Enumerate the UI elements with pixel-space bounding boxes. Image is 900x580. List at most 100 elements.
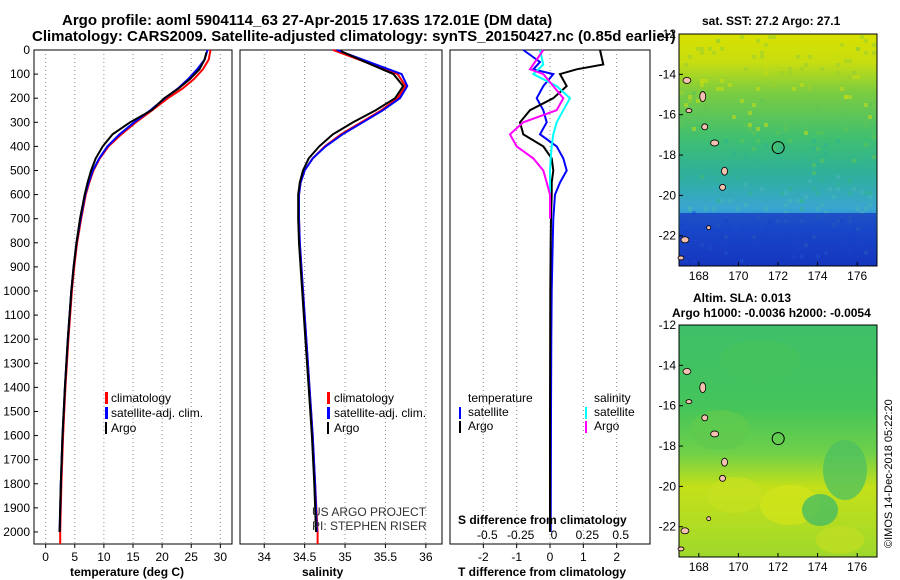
sst-map-title: sat. SST: 27.2 Argo: 27.1 — [702, 14, 841, 28]
sst-pixel — [800, 207, 804, 211]
series-line-argo — [58, 52, 208, 533]
sst-pixel — [852, 187, 856, 191]
legend-title-salinity: salinity — [594, 391, 631, 405]
depth-tick-label: 1900 — [3, 501, 30, 515]
island — [680, 236, 690, 244]
sst-pixel — [848, 59, 852, 63]
sst-pixel — [828, 115, 832, 119]
sst-pixel — [804, 63, 808, 67]
map-y-tick-label: -16 — [659, 108, 677, 122]
depth-tick-label: 0 — [23, 43, 30, 57]
sla-anomaly-blob — [816, 526, 864, 554]
sst-pixel — [800, 199, 804, 203]
sst-pixel — [840, 43, 844, 47]
sst-pixel — [788, 139, 792, 143]
sst-pixel — [756, 39, 760, 43]
x-tick-label: 35.5 — [374, 550, 398, 564]
sst-pixel — [760, 187, 764, 191]
sst-pixel — [836, 183, 840, 187]
sst-pixel — [696, 47, 700, 51]
sst-pixel — [684, 159, 688, 163]
sla-anomaly-blob — [823, 440, 867, 500]
legend-label-satellite: satellite-adj. clim. — [334, 406, 426, 420]
sst-pixel — [688, 95, 692, 99]
x-tick-label: 30 — [214, 550, 228, 564]
s-difference-label: S difference from climatology — [458, 513, 627, 527]
s-diff-tick-label: 0.25 — [576, 528, 600, 542]
map-x-tick-label: 174 — [808, 560, 828, 574]
sst-pixel — [724, 139, 728, 143]
sst-pixel — [852, 75, 856, 79]
sst-pixel — [836, 55, 840, 59]
legend-label-argo: Argo — [334, 421, 360, 435]
sst-pixel — [752, 103, 756, 107]
sst-pixel — [808, 55, 812, 59]
depth-tick-label: 1200 — [3, 332, 30, 346]
map-y-tick-label: -14 — [659, 67, 677, 81]
island — [710, 139, 720, 147]
sst-pixel — [768, 35, 772, 39]
sst-pixel — [804, 131, 808, 135]
map-x-tick-label: 168 — [689, 269, 709, 283]
depth-tick-label: 100 — [10, 67, 30, 81]
depth-tick-label: 1700 — [3, 453, 30, 467]
depth-tick-label: 400 — [10, 139, 30, 153]
island — [682, 77, 692, 84]
sst-pixel — [688, 207, 692, 211]
sst-pixel — [836, 167, 840, 171]
depth-tick-label: 900 — [10, 260, 30, 274]
sst-pixel — [724, 183, 728, 187]
series-line-salinity-satellite — [531, 49, 572, 219]
watermark-project: US ARGO PROJECT — [312, 505, 427, 519]
legend-label-temp-satellite: satellite — [468, 405, 509, 419]
sst-pixel — [836, 71, 840, 75]
island — [677, 546, 685, 552]
sst-pixel — [752, 111, 756, 115]
sst-pixel — [848, 179, 852, 183]
map-x-tick-label: 174 — [808, 269, 828, 283]
depth-tick-label: 1400 — [3, 380, 30, 394]
map-x-tick-label: 168 — [689, 560, 709, 574]
sst-pixel — [728, 167, 732, 171]
sst-pixel — [788, 71, 792, 75]
sst-pixel — [800, 163, 804, 167]
sst-pixel — [784, 123, 788, 127]
sst-pixel — [836, 63, 840, 67]
legend-swatch-climatology — [327, 392, 330, 404]
island — [706, 225, 712, 231]
figure-title-line2: Climatology: CARS2009. Satellite-adjuste… — [32, 28, 676, 45]
x-tick-label: 5 — [71, 550, 78, 564]
sst-pixel — [816, 191, 820, 195]
sst-pixel — [700, 175, 704, 179]
sst-pixel — [776, 131, 780, 135]
island — [706, 516, 712, 522]
legend-swatch-sal-argo — [585, 421, 587, 433]
difference-xlabel: T difference from climatology — [458, 565, 626, 579]
sst-pixel — [848, 95, 852, 99]
map-y-tick-label: -12 — [659, 318, 677, 332]
sst-pixel — [748, 123, 752, 127]
sst-pixel — [764, 71, 768, 75]
sst-pixel — [840, 111, 844, 115]
series-line-argo — [297, 50, 405, 533]
salinity-panel: 34 34.5 35 35.5 36 — [239, 49, 443, 564]
figure-title-line1: Argo profile: aoml 5904114_63 27-Apr-201… — [62, 12, 553, 29]
sla-anomaly-blob — [690, 410, 750, 450]
sst-pixel — [852, 159, 856, 163]
legend-swatch-climatology — [105, 392, 108, 404]
sla-anomaly-blob — [707, 477, 763, 513]
sst-pixel — [844, 59, 848, 63]
sst-pixel — [700, 51, 704, 55]
difference-legend: temperature satellite Argo salinity sate… — [459, 391, 635, 433]
sst-pixel — [748, 191, 752, 195]
map-x-tick-label: 170 — [728, 269, 748, 283]
sst-pixel — [816, 107, 820, 111]
sst-pixel — [864, 207, 868, 211]
legend-swatch-temp-satellite — [459, 407, 461, 419]
sst-pixel — [800, 83, 804, 87]
sst-pixel — [788, 199, 792, 203]
sst-pixel — [788, 187, 792, 191]
map-x-tick-label: 170 — [728, 560, 748, 574]
argo-position-marker — [771, 432, 785, 446]
